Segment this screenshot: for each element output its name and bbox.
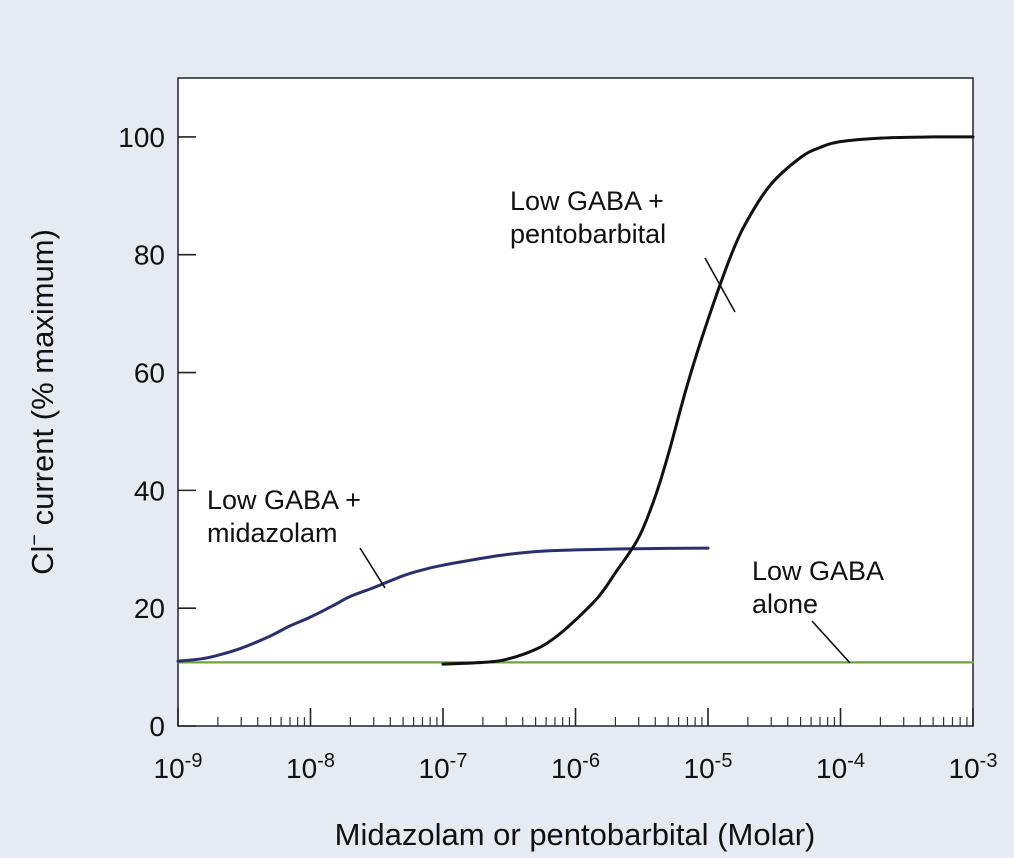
x-tick-label: 10-3 (949, 750, 998, 784)
annotation-text: Low GABA + (510, 186, 664, 216)
annotation-text: alone (752, 589, 818, 619)
annotation-leader-line (811, 620, 851, 664)
series-layer (176, 135, 975, 666)
y-axis-ticks: 0 20 40 60 80 100 (118, 122, 196, 742)
y-tick-label: 40 (134, 475, 165, 506)
plot-area (177, 77, 974, 727)
y-tick-label: 80 (134, 240, 165, 271)
x-tick-label: 10-9 (154, 750, 203, 784)
annotation-text: Low GABA + (207, 485, 361, 515)
x-tick-label: 10-5 (684, 750, 733, 784)
y-tick-label: 100 (118, 122, 165, 153)
y-tick-label: 0 (149, 711, 165, 742)
y-tick-label: 20 (134, 593, 165, 624)
x-tick-label: 10-7 (419, 750, 468, 784)
annotation-leader-line (359, 547, 386, 589)
y-axis-title: Cl− current (% maximum) (24, 229, 60, 575)
series-line-midazolam (176, 546, 710, 663)
x-tick-label: 10-8 (286, 750, 335, 784)
annotation-text: Low GABA (752, 556, 884, 586)
x-axis-title: Midazolam or pentobarbital (Molar) (335, 817, 816, 852)
annotation-pentobarbital: Low GABA +pentobarbital (510, 186, 736, 313)
annotation-leader-line (704, 257, 736, 313)
series-line-pentobarbital (441, 135, 975, 666)
y-tick-label: 60 (134, 358, 165, 389)
x-tick-label: 10-4 (816, 750, 865, 784)
x-axis-ticks: 10-9 10-8 10-7 10-6 10-5 10-4 10-3 (154, 708, 998, 784)
annotation-text: midazolam (207, 518, 338, 548)
x-tick-label: 10-6 (551, 750, 600, 784)
annotation-midazolam: Low GABA +midazolam (207, 485, 386, 589)
annotation-text: pentobarbital (510, 219, 666, 249)
